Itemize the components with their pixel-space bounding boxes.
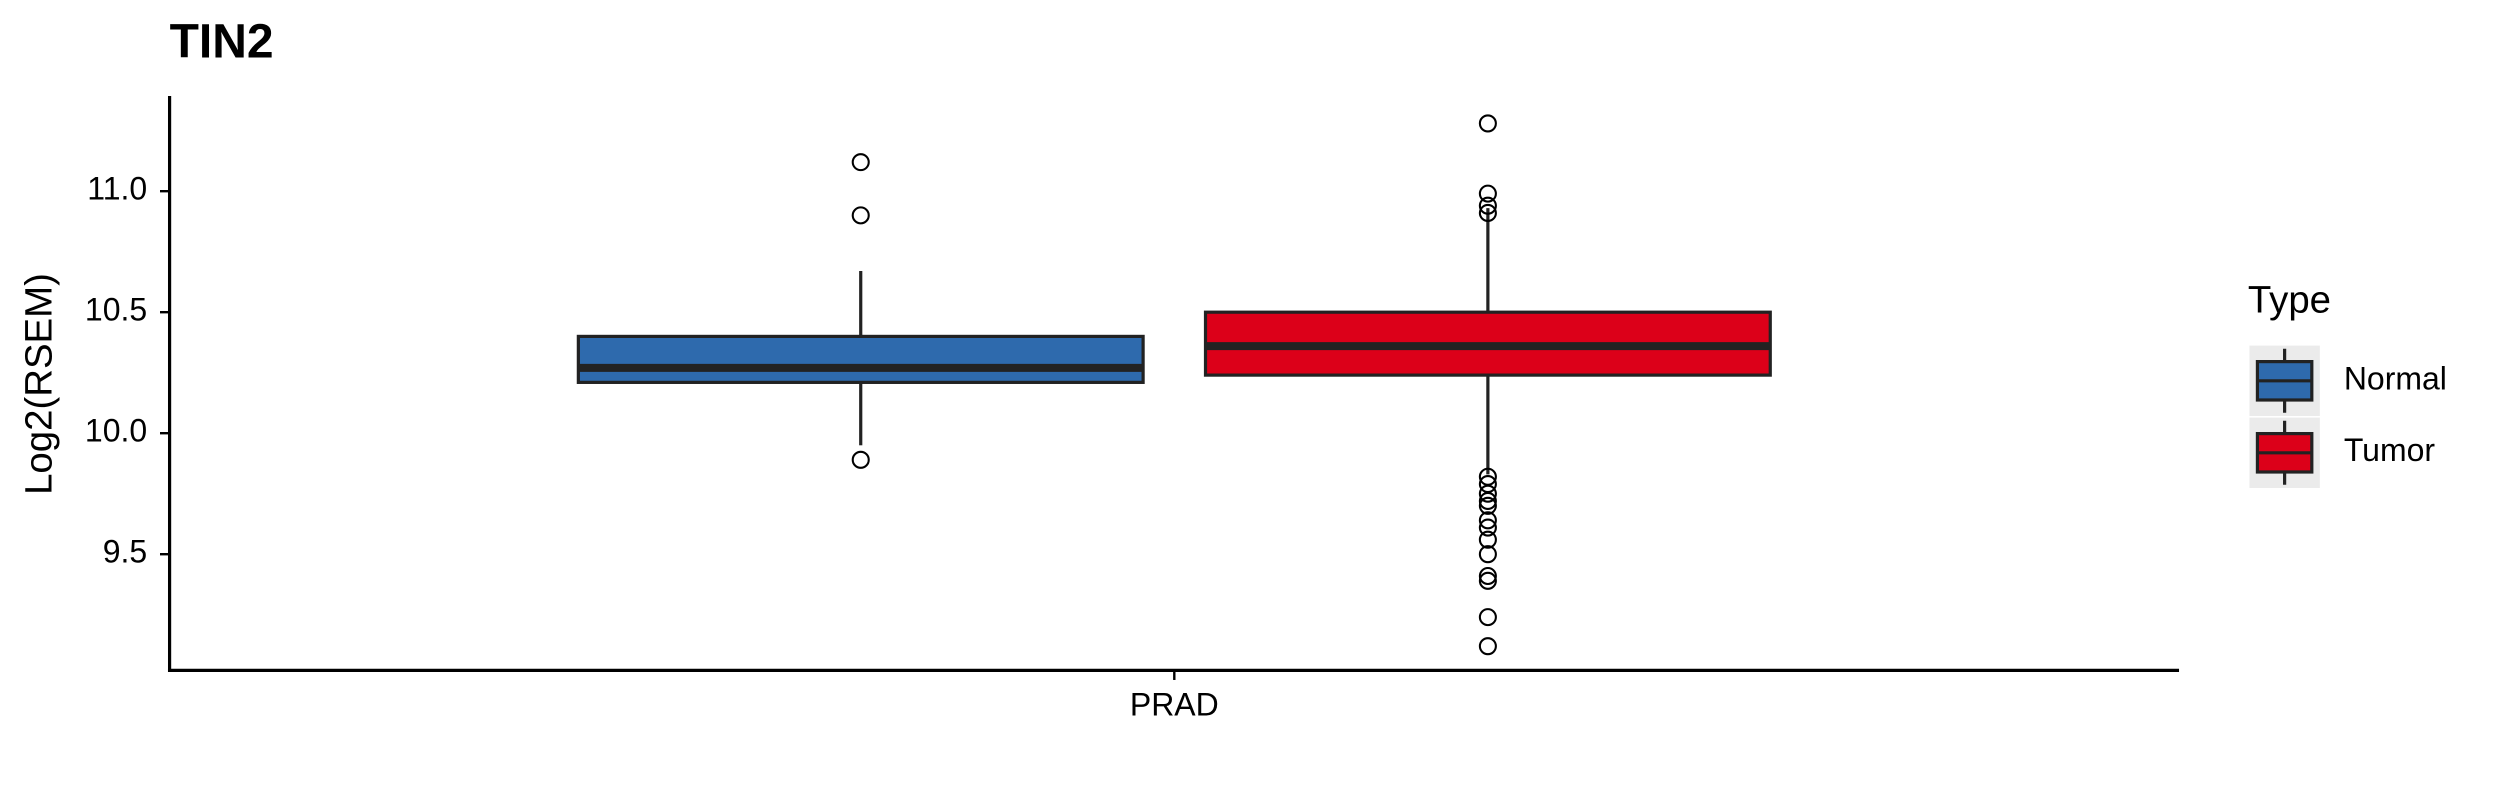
outlier [851,153,870,172]
box [576,334,1145,384]
y-tick-label: 10.0 [85,413,147,449]
chart-title: TIN2 [170,16,274,69]
outlier [1478,184,1497,203]
outlier [1478,530,1497,549]
outlier [1478,114,1497,133]
outlier [1478,203,1497,223]
x-tick-label: PRAD [1130,687,1219,723]
outlier [1478,637,1497,656]
outlier [1478,484,1497,503]
outlier [1478,608,1497,627]
outlier [1478,496,1497,515]
outlier [1478,571,1497,590]
outlier [1478,511,1497,530]
legend-label: Tumor [2344,432,2436,468]
y-tick-label: 11.0 [87,171,147,207]
y-tick-label: 10.5 [85,292,147,328]
y-tick-label: 9.5 [103,534,147,570]
legend-label: Normal [2344,360,2447,396]
outlier [851,450,870,469]
legend-title: Type [2248,279,2331,322]
outlier [1478,545,1497,564]
y-axis-label: Log2(RSEM) [18,273,61,495]
outlier [1478,196,1497,215]
outlier [1478,491,1497,511]
outlier [851,206,870,225]
outlier [1478,518,1497,537]
outlier [1478,566,1497,586]
